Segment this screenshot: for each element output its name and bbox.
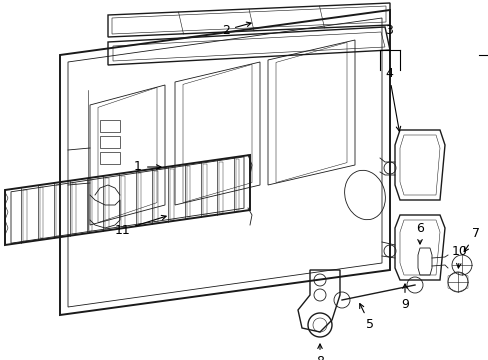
- Text: 8: 8: [315, 344, 324, 360]
- Text: 6: 6: [415, 222, 423, 244]
- Text: 10: 10: [451, 245, 467, 268]
- Text: 5: 5: [359, 303, 373, 331]
- Text: 2: 2: [222, 22, 251, 36]
- Text: 11: 11: [114, 215, 166, 237]
- Text: 7: 7: [463, 227, 479, 252]
- Text: 1: 1: [134, 161, 161, 174]
- Text: 4: 4: [384, 67, 400, 131]
- Text: 3: 3: [384, 23, 392, 36]
- Text: 9: 9: [400, 284, 408, 311]
